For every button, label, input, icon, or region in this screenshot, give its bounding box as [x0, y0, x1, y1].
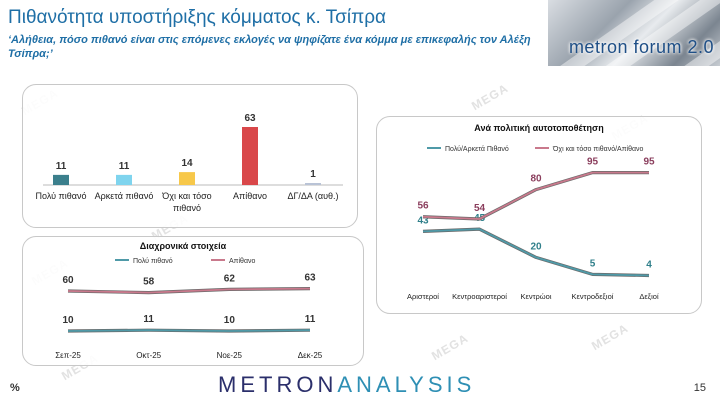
- metron-analysis-logo: METRONANALYSIS: [218, 372, 475, 398]
- bar-2: [179, 172, 195, 185]
- series-line: [422, 171, 649, 220]
- bar-chart: 11 Πολύ πιθανό 11 Αρκετά πιθανό 14 Όχι και τό…: [36, 113, 343, 213]
- brand-analysis: ANALYSIS: [337, 372, 476, 397]
- watermark: MEGA: [469, 80, 511, 114]
- data-label: 10: [224, 315, 236, 326]
- legend-label: Όχι και τόσο πιθανό/Απίθανο: [552, 145, 644, 153]
- data-label: 43: [417, 215, 429, 226]
- legend-label: Απίθανο: [229, 257, 255, 265]
- watermark: MEGA: [589, 320, 631, 354]
- header: Πιθανότητα υποστήριξης κόμματος κ. Τσίπρ…: [0, 0, 720, 64]
- data-label: 80: [530, 174, 542, 185]
- data-label: 11: [305, 314, 316, 325]
- ideology-chart: Ανά πολιτική αυτοτοποθέτηση Πολύ/Αρκετά Π…: [407, 123, 659, 301]
- data-label: 58: [143, 277, 155, 288]
- bar-value-label: 63: [244, 113, 256, 124]
- bar-value-label: 11: [56, 161, 67, 172]
- x-tick-label: Σεπ-25: [55, 351, 81, 360]
- legend-label: Πολύ πιθανό: [133, 257, 173, 265]
- bar-value-label: 14: [181, 158, 193, 169]
- bar-3: [242, 127, 258, 185]
- bar-category-label: πιθανό: [173, 203, 201, 213]
- data-label: 20: [530, 241, 542, 252]
- bar-category-label: Πολύ πιθανό: [36, 191, 87, 201]
- bar-value-label: 1: [310, 169, 316, 180]
- data-label: 10: [62, 315, 74, 326]
- legend-label: Πολύ/Αρκετά Πιθανό: [445, 145, 509, 153]
- bar-category-label: ΔΓ/ΔΑ (αυθ.): [287, 191, 338, 201]
- page-number: 15: [693, 382, 706, 394]
- bar-0: [53, 174, 69, 185]
- page-subtitle: ‘Αλήθεια, πόσο πιθανό είναι στις επόμενε…: [8, 34, 531, 60]
- series-line: [422, 228, 650, 277]
- chart-title: Ανά πολιτική αυτοτοποθέτηση: [474, 123, 603, 133]
- bar-category-label: Όχι και τόσο: [161, 191, 211, 201]
- series-line: [67, 329, 311, 332]
- bar-category-label: Απίθανο: [233, 191, 267, 201]
- data-label: 11: [143, 314, 154, 325]
- ideology-chart-panel: Ανά πολιτική αυτοτοποθέτηση Πολύ/Αρκετά Π…: [376, 116, 702, 314]
- x-tick-label: Κεντρώοι: [520, 292, 551, 301]
- trend-chart: Διαχρονικά στοιχεία Πολύ πιθανό Απίθανο 10 1…: [55, 241, 323, 360]
- trend-chart-panel: Διαχρονικά στοιχεία Πολύ πιθανό Απίθανο 10 1…: [22, 236, 364, 366]
- percent-note: %: [10, 382, 20, 394]
- series-line: [67, 287, 311, 294]
- bar-category-label: Αρκετά πιθανό: [95, 191, 154, 201]
- data-label: 60: [62, 275, 74, 286]
- data-label: 5: [590, 258, 596, 269]
- bar-value-label: 11: [119, 161, 130, 172]
- x-tick-label: Νοε-25: [217, 351, 243, 360]
- x-tick-label: Οκτ-25: [136, 351, 161, 360]
- chart-title: Διαχρονικά στοιχεία: [140, 241, 227, 251]
- x-tick-label: Δεκ-25: [298, 351, 323, 360]
- data-label: 54: [474, 203, 486, 214]
- data-label: 56: [417, 201, 429, 212]
- data-label: 62: [224, 273, 236, 284]
- data-label: 63: [304, 273, 316, 284]
- x-tick-label: Αριστεροί: [407, 292, 439, 301]
- data-label: 4: [646, 259, 652, 270]
- bar-chart-panel: 11 Πολύ πιθανό 11 Αρκετά πιθανό 14 Όχι και τό…: [22, 84, 358, 228]
- bar-1: [116, 174, 132, 185]
- logo-text: metron forum 2.0: [568, 37, 714, 57]
- data-label: 95: [587, 157, 599, 168]
- watermark: MEGA: [429, 330, 471, 364]
- x-tick-label: Δεξιοί: [639, 292, 659, 301]
- brand-metron: METRON: [218, 372, 338, 397]
- x-tick-label: Κεντροαριστεροί: [452, 292, 507, 301]
- x-tick-label: Κεντροδεξιοί: [572, 292, 614, 301]
- metron-forum-logo: metron forum 2.0: [548, 0, 720, 66]
- page-title: Πιθανότητα υποστήριξης κόμματος κ. Τσίπρ…: [8, 7, 387, 28]
- data-label: 95: [643, 157, 655, 168]
- bar-4: [305, 183, 321, 185]
